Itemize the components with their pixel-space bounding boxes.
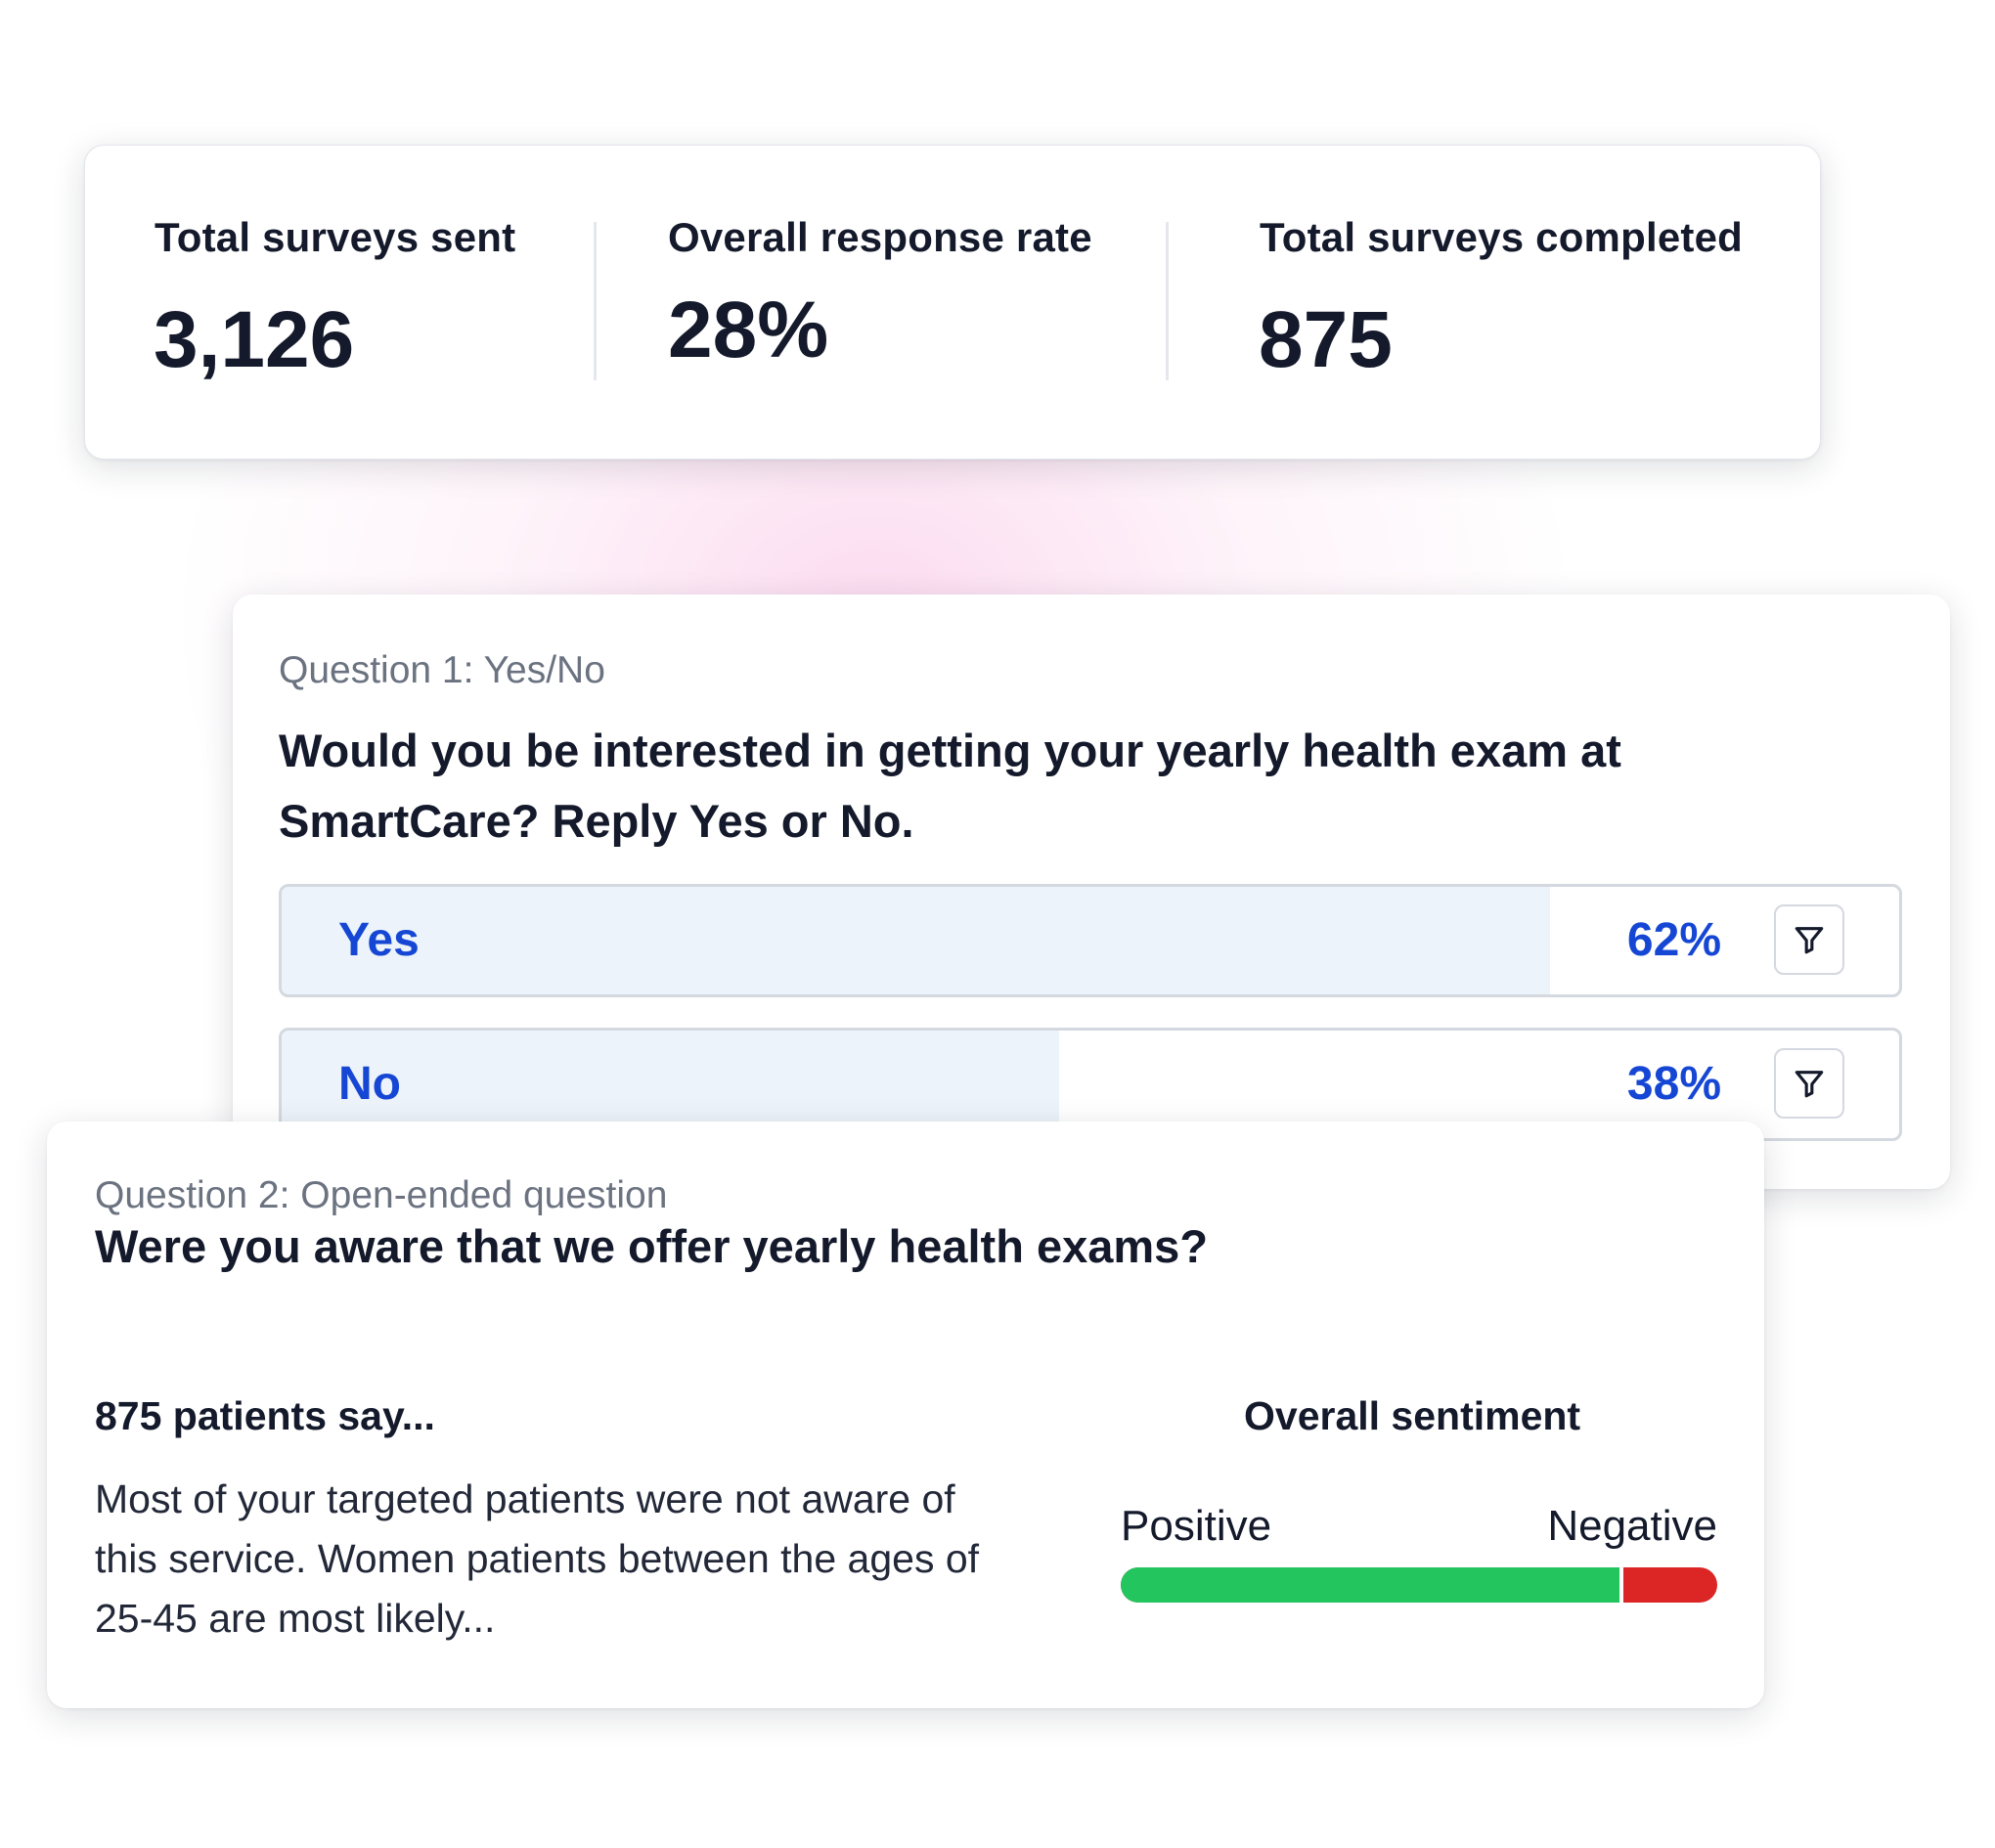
sentiment-negative-label: Negative bbox=[1547, 1502, 1717, 1550]
answer-percent: 38% bbox=[1626, 1058, 1721, 1110]
stat-label: Total surveys sent bbox=[155, 214, 516, 260]
answer-row-no[interactable]: No 38% bbox=[279, 1028, 1902, 1141]
filter-button[interactable] bbox=[1774, 1048, 1844, 1119]
answer-label: Yes bbox=[338, 914, 420, 966]
stat-divider bbox=[1166, 222, 1169, 380]
question-1-card: Question 1: Yes/No Would you be interest… bbox=[233, 594, 1950, 1189]
stat-label: Total surveys completed bbox=[1260, 214, 1743, 260]
stat-total-sent: Total surveys sent 3,126 bbox=[85, 146, 554, 459]
survey-stats-card: Total surveys sent 3,126 Overall respons… bbox=[84, 145, 1821, 460]
sentiment-bar bbox=[1121, 1567, 1717, 1603]
answer-percent: 62% bbox=[1626, 914, 1721, 966]
stat-value: 875 bbox=[1259, 295, 1393, 384]
patients-heading: 875 patients say... bbox=[95, 1393, 435, 1438]
sentiment-divider bbox=[1619, 1567, 1624, 1603]
filter-icon bbox=[1795, 927, 1824, 954]
filter-icon bbox=[1795, 1071, 1824, 1098]
filter-button[interactable] bbox=[1774, 904, 1844, 975]
sentiment-positive-label: Positive bbox=[1121, 1502, 1272, 1550]
patients-summary: Most of your targeted patients were not … bbox=[95, 1476, 980, 1641]
question-eyebrow: Question 1: Yes/No bbox=[279, 649, 605, 691]
stat-response-rate: Overall response rate 28% bbox=[613, 146, 1161, 459]
answer-label: No bbox=[338, 1058, 401, 1110]
stat-divider bbox=[594, 222, 597, 380]
sentiment-positive-fill bbox=[1121, 1567, 1622, 1603]
answer-bar-fill bbox=[282, 1031, 1060, 1138]
stat-value: 28% bbox=[668, 286, 829, 374]
sentiment-heading: Overall sentiment bbox=[1244, 1393, 1581, 1438]
stat-value: 3,126 bbox=[154, 295, 355, 384]
stat-total-completed: Total surveys completed 875 bbox=[1190, 146, 1816, 459]
question-2-card: Question 2: Open-ended question Were you… bbox=[47, 1122, 1764, 1708]
question-title: Were you aware that we offer yearly heal… bbox=[95, 1220, 1209, 1272]
question-title: Would you be interested in getting your … bbox=[279, 725, 1621, 847]
stat-label: Overall response rate bbox=[668, 214, 1092, 260]
answer-bar-fill bbox=[282, 887, 1551, 994]
question-eyebrow: Question 2: Open-ended question bbox=[95, 1174, 668, 1216]
answer-row-yes[interactable]: Yes 62% bbox=[279, 884, 1902, 997]
